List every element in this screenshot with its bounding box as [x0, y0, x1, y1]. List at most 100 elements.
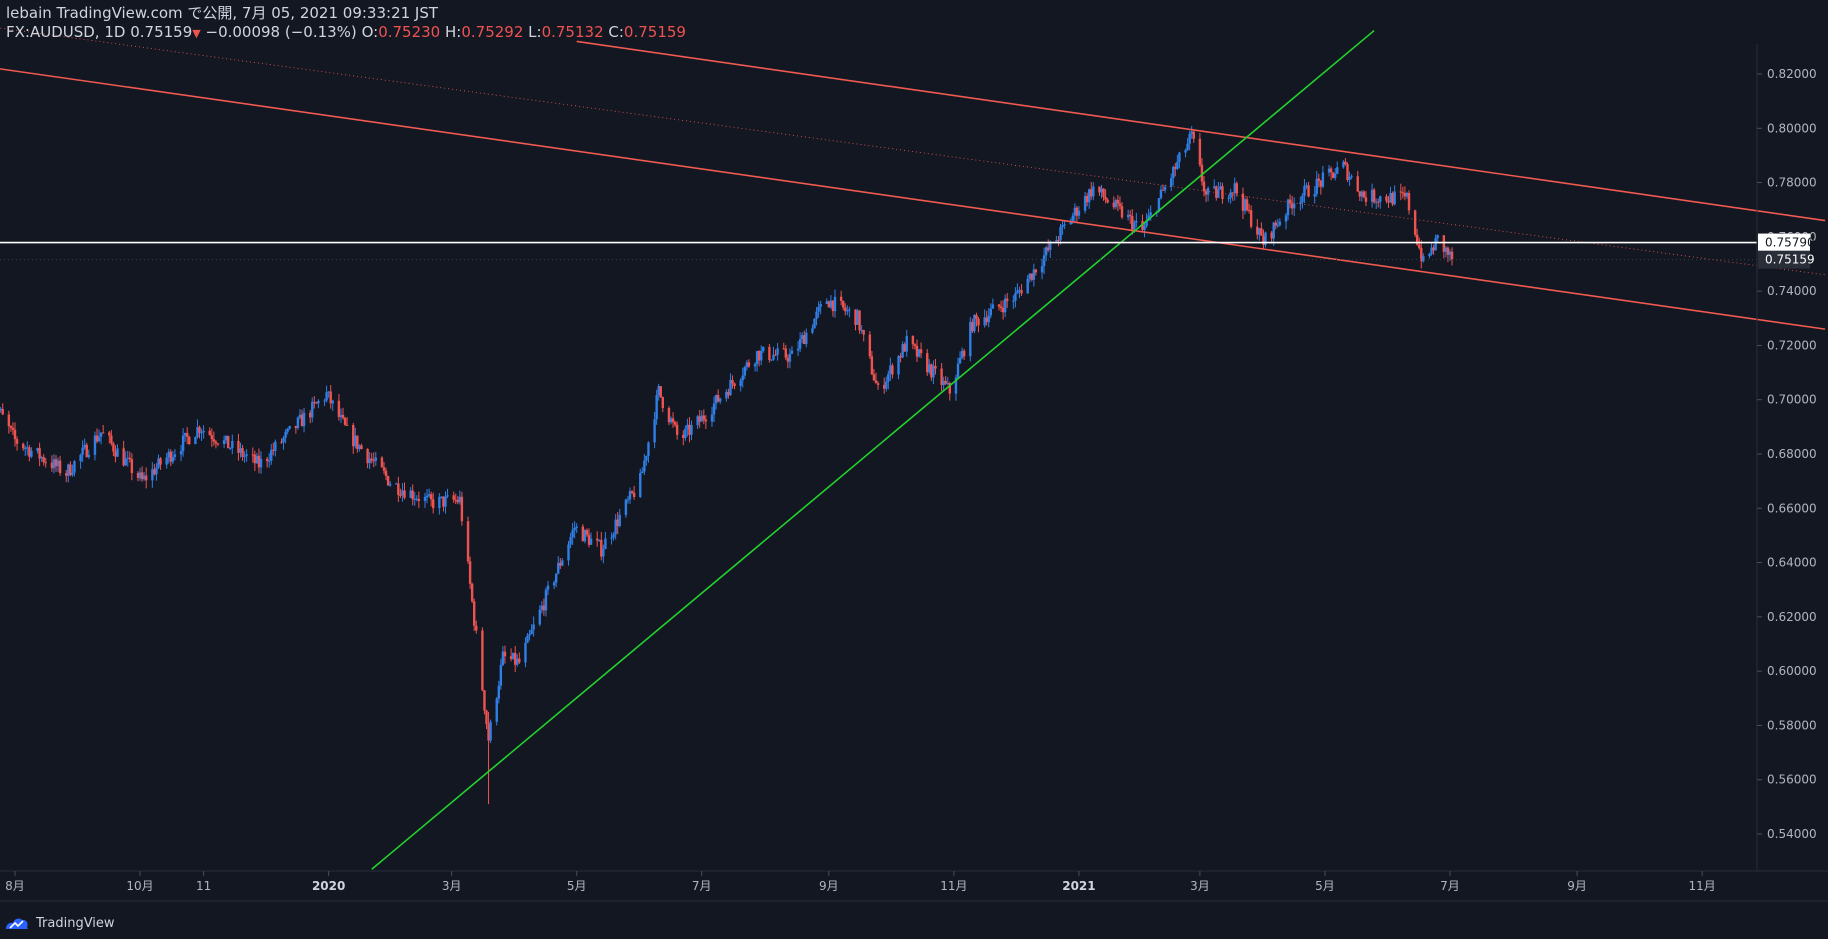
time-axis[interactable]: 8月 10月 11 2020 3月 5月 7月 9月 11月 2021 3月 5月 7月 9月 11月 — [5, 871, 1716, 893]
candle — [36, 447, 39, 454]
uptrend-line[interactable] — [371, 29, 1375, 870]
candle — [1014, 287, 1017, 308]
candle — [386, 475, 390, 486]
candle — [288, 425, 291, 430]
candle — [801, 332, 804, 344]
candle — [468, 556, 472, 589]
candle — [58, 455, 62, 476]
candle — [1385, 194, 1388, 204]
candle — [1256, 219, 1259, 240]
price-axis[interactable]: 0.820000.800000.780000.760000.740000.720… — [1757, 67, 1817, 841]
candle — [1135, 212, 1138, 228]
candle — [1104, 189, 1107, 204]
candle — [626, 495, 630, 504]
candle — [1241, 187, 1245, 220]
candle — [528, 629, 531, 641]
candle — [1217, 181, 1220, 199]
candles-layer — [0, 126, 1454, 805]
candle — [1329, 166, 1333, 181]
candle — [272, 442, 275, 456]
candle — [298, 409, 302, 420]
candle — [399, 488, 402, 498]
candle — [688, 417, 691, 443]
candle — [1407, 190, 1411, 215]
svg-text:0.75790: 0.75790 — [1765, 236, 1815, 250]
candle — [255, 452, 259, 464]
candle — [15, 436, 19, 451]
candle — [1334, 168, 1337, 181]
candle — [1174, 162, 1177, 177]
candle — [1375, 198, 1378, 209]
y-tick-label: 0.62000 — [1767, 610, 1817, 624]
candle — [1143, 223, 1146, 238]
price-labels: 0.75790 0.75159 — [1758, 233, 1815, 269]
candle — [374, 451, 377, 466]
candle — [1403, 186, 1407, 201]
footer-branding[interactable]: TradingView — [4, 911, 115, 935]
candle — [11, 422, 15, 436]
y-tick-label: 0.68000 — [1767, 447, 1817, 461]
candle — [444, 491, 447, 514]
candle — [44, 457, 47, 468]
candle — [1172, 165, 1175, 186]
symbol-label[interactable]: FX:AUDUSD, 1D — [6, 23, 126, 41]
candle — [762, 346, 765, 353]
candle — [85, 442, 88, 458]
last-price-label: 0.75159 — [1758, 250, 1815, 269]
candle — [1040, 258, 1044, 280]
candle — [1020, 284, 1023, 297]
candle — [1290, 195, 1294, 215]
candle — [30, 447, 33, 459]
candle — [1026, 275, 1029, 294]
candle — [632, 485, 636, 500]
candle — [682, 430, 685, 446]
candle — [573, 521, 576, 539]
candle — [1418, 237, 1421, 250]
candle — [716, 389, 720, 403]
candle — [770, 359, 773, 362]
candle — [341, 407, 345, 420]
candle — [671, 412, 675, 428]
ohlc-row: FX:AUDUSD, 1D 0.75159▼ −0.00098 (−0.13%)… — [6, 23, 686, 42]
candle — [753, 362, 757, 372]
chart-legend: lebain TradingView.com で公開, 7月 05, 2021 … — [6, 4, 686, 42]
candle — [1448, 249, 1452, 261]
candle — [913, 343, 917, 350]
y-tick-label: 0.72000 — [1767, 338, 1817, 352]
candle — [639, 468, 642, 499]
candle — [1278, 218, 1282, 227]
candle — [1034, 268, 1038, 276]
candle — [237, 433, 240, 461]
candle — [915, 339, 919, 362]
candle — [887, 370, 890, 390]
candle — [65, 469, 68, 483]
tradingview-logo-icon — [6, 918, 28, 929]
candle — [745, 360, 749, 371]
candle — [567, 540, 570, 566]
candle — [1313, 186, 1316, 204]
candle — [54, 455, 58, 472]
open-value: 0.75230 — [378, 23, 441, 41]
candle — [848, 306, 851, 318]
candle — [489, 719, 492, 744]
candle — [815, 307, 818, 326]
candle — [1032, 263, 1036, 287]
candle — [1098, 186, 1101, 196]
candle — [1227, 194, 1230, 203]
candle — [1221, 182, 1224, 204]
low-value: 0.75132 — [541, 23, 604, 41]
candle — [901, 341, 904, 359]
candle — [315, 401, 318, 404]
channel-upper-line[interactable] — [576, 40, 1826, 222]
candle — [140, 466, 144, 482]
candle — [796, 340, 800, 356]
candle — [259, 451, 263, 474]
channel-lower-line[interactable] — [0, 67, 1826, 330]
candle — [300, 409, 304, 427]
candle — [1243, 197, 1247, 215]
candle — [411, 484, 414, 506]
svg-text:0.75159: 0.75159 — [1765, 253, 1815, 267]
channel-midline[interactable] — [0, 27, 1826, 276]
candle — [1126, 209, 1130, 221]
